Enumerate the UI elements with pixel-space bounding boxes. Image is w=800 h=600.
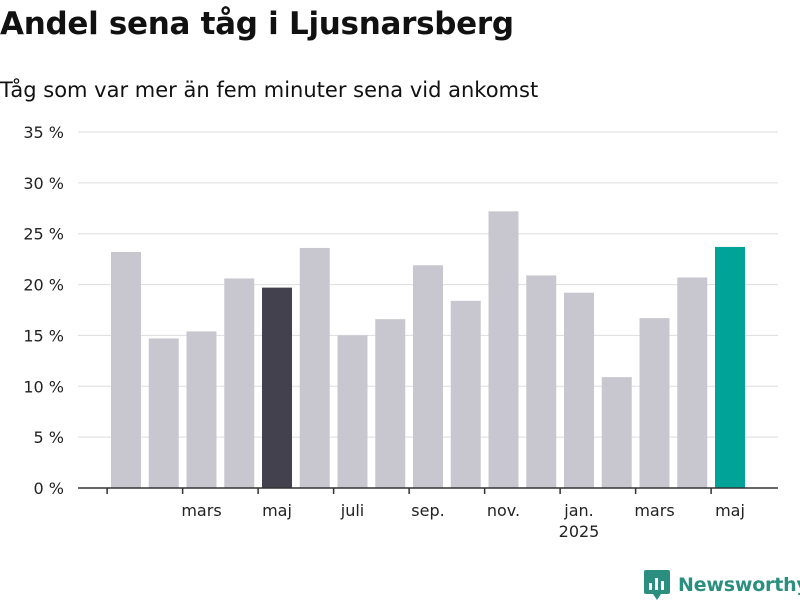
x-tick-label: mars bbox=[634, 501, 674, 520]
x-tick-label: nov. bbox=[487, 501, 520, 520]
bar bbox=[375, 319, 406, 488]
bar bbox=[299, 247, 330, 488]
bar bbox=[413, 265, 443, 488]
bar bbox=[148, 338, 179, 488]
bar bbox=[601, 377, 632, 488]
y-tick-label: 30 % bbox=[23, 174, 64, 193]
bar bbox=[677, 277, 708, 488]
y-tick-label: 0 % bbox=[34, 479, 64, 498]
x-tick-label: sep. bbox=[411, 501, 444, 520]
chart-title: Andel sena tåg i Ljusnarsberg bbox=[0, 6, 514, 42]
brand-name: Newsworthy bbox=[678, 574, 800, 596]
x-tick-label: jan. bbox=[563, 501, 593, 520]
x-tick-label: maj bbox=[715, 501, 745, 520]
bar bbox=[224, 278, 255, 488]
bar-chart: 0 % 5 % 10 % 15 % 20 % 25 % 30 % 35 % mars maj jul… bbox=[23, 123, 778, 541]
x-tick-sublabel: 2025 bbox=[559, 522, 600, 541]
x-tick-label: juli bbox=[340, 501, 364, 520]
y-tick-label: 35 % bbox=[23, 123, 64, 142]
y-tick-label: 20 % bbox=[23, 276, 64, 295]
bar bbox=[186, 331, 217, 488]
y-tick-label: 5 % bbox=[34, 428, 64, 447]
y-tick-label: 15 % bbox=[23, 326, 64, 345]
chart-subtitle: Tåg som var mer än fem minuter sena vid … bbox=[0, 78, 539, 102]
bar bbox=[337, 335, 368, 488]
bar bbox=[715, 246, 745, 488]
bar bbox=[639, 318, 670, 488]
x-tick-label: mars bbox=[181, 501, 221, 520]
bar bbox=[262, 287, 292, 488]
brand-logo: Newsworthy bbox=[644, 570, 800, 600]
bar bbox=[564, 292, 594, 488]
bar bbox=[111, 252, 141, 488]
y-tick-label: 10 % bbox=[23, 377, 64, 396]
bar bbox=[526, 275, 557, 488]
bar bbox=[488, 211, 519, 488]
y-tick-label: 25 % bbox=[23, 225, 64, 244]
bar bbox=[450, 300, 481, 488]
bar-chart-logo-icon bbox=[644, 570, 670, 600]
x-tick-label: maj bbox=[262, 501, 292, 520]
